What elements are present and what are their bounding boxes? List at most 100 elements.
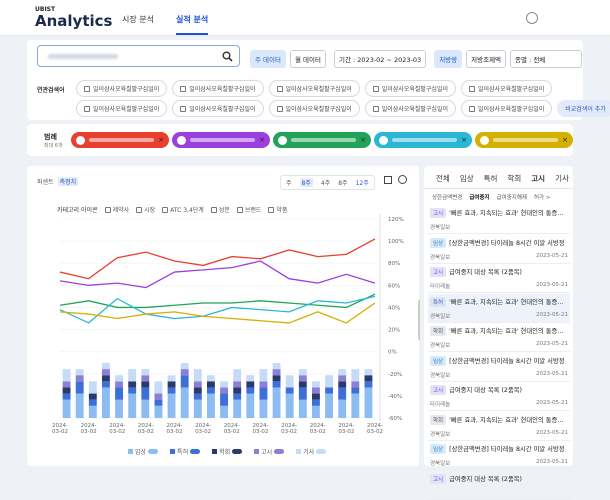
remove-icon[interactable]: × (562, 136, 568, 144)
chart: 120% 100% 80% 60% 40% 20% 0% -20% -40% -60% (59, 214, 420, 422)
news-tab[interactable]: 고시 (531, 174, 546, 183)
news-tab[interactable]: 임상 (459, 174, 474, 183)
volume-button[interactable]: 처방량 (434, 50, 463, 68)
amount-button[interactable]: 처방조제액 (466, 50, 507, 68)
category-item[interactable]: ATC 3,4단계 (162, 205, 204, 214)
type-select[interactable]: 종별 : 전체 (510, 50, 583, 68)
bar-segment (338, 387, 347, 400)
bar-segment (141, 375, 150, 382)
bar-segment (312, 381, 320, 388)
period-option[interactable]: 12주 (355, 180, 369, 187)
period-option[interactable]: 8주 (338, 180, 348, 187)
chip-icon (480, 135, 489, 145)
news-item[interactable]: 학회'빠른 효과, 지속되는 효과' 현대인의 통증과 싸우는경북일보 2023-… (428, 412, 570, 441)
keyword-chip[interactable]: 일이삼사오육칠팔구십일이 (172, 100, 264, 117)
mode-measure[interactable]: 측정치 (57, 177, 79, 186)
toggle[interactable] (274, 449, 285, 454)
news-item[interactable]: 고시 급여중지 대상 목록 (2품목) (428, 471, 570, 500)
keyword-chip[interactable]: 일이삼사오육칠팔구십일이 (364, 80, 456, 97)
keyword-chip[interactable]: 일이삼사오육칠팔구십일이 (268, 100, 360, 117)
keyword-chip[interactable]: 일이삼사오육칠팔구십일이 (76, 80, 168, 97)
nav-tab-active[interactable]: 실적 분석 (176, 14, 209, 35)
add-compare-button[interactable]: 비교검색어 추가 (557, 100, 610, 117)
legend-chip[interactable]: × (172, 132, 270, 148)
legend-chip[interactable]: × (374, 132, 472, 148)
news-item[interactable]: 고시 급여중지 대상 목록 (2품목) 타이레놀 2023-05-21 (428, 382, 570, 411)
help-icon[interactable] (398, 175, 407, 184)
period-option[interactable]: 4주 (320, 180, 331, 187)
search-icon[interactable] (222, 51, 233, 62)
month-data-button[interactable]: 월 데이터 (290, 50, 326, 68)
user-icon[interactable] (526, 12, 538, 24)
toggle[interactable] (190, 449, 201, 454)
bar-segment (285, 387, 294, 394)
news-item[interactable]: 고시 급여중지 대상 목록 (2품목) 타이레놀 2023-05-21 (428, 264, 570, 293)
news-subtab[interactable]: 급여중지 (469, 195, 490, 201)
legend-chip[interactable]: × (475, 132, 573, 148)
bar-segment (351, 369, 360, 382)
news-item[interactable]: 임상 [상한금액변경] 타이레놀 8시간 이알 서방정 경북일보 2023-05-21 (428, 235, 570, 264)
news-item[interactable]: 학회'빠른 효과, 지속되는 효과' 현대인의 통증과 싸우는경북일보 2023-… (428, 323, 570, 352)
news-item[interactable]: 임상 [상한금액변경] 타이레놀 8시간 이알 서방정 경북일보 2023-05-21 (428, 441, 570, 470)
category-item[interactable]: 약품 (268, 205, 287, 214)
period-option[interactable]: 8주 (299, 178, 313, 187)
bar-segment (220, 381, 228, 388)
bar-legend-item[interactable]: 고시 (254, 447, 285, 456)
toggle[interactable] (148, 449, 159, 454)
bar-legend-item[interactable]: 특허 (170, 447, 201, 456)
category-item[interactable]: 시장 (136, 205, 155, 214)
news-tab[interactable]: 학회 (507, 174, 522, 183)
category-text: ATC 3,4단계 (170, 207, 204, 214)
legend-chip[interactable]: × (273, 132, 371, 148)
news-meta: 경북일보 2023-05-21 (430, 459, 568, 467)
remove-icon[interactable]: × (158, 136, 164, 144)
category-item[interactable]: 성분 (210, 205, 230, 214)
bar-legend-item[interactable]: 임상 (128, 447, 159, 456)
keyword-text: 일이삼사오육칠팔구십일이 (478, 106, 545, 113)
period-option[interactable]: 주 (286, 180, 292, 187)
news-tag: 고시 (430, 267, 447, 277)
news-title: '빠른 효과, 지속되는 효과' 현대인의 통증과 싸우는 (449, 416, 568, 424)
keyword-chip[interactable]: 일이삼사오육칠팔구십일이 (268, 80, 360, 97)
news-title: '빠른 효과, 지속되는 효과' 현대인의 통증과 싸우는 (449, 210, 568, 217)
bar-segment (193, 393, 202, 400)
news-tab[interactable]: 전체 (436, 174, 450, 183)
category-item[interactable]: 브랜드 (236, 205, 261, 214)
bar-segment (364, 369, 373, 376)
news-title: [상한금액변경] 타이레놀 8시간 이알 서방정 (449, 357, 565, 365)
news-item[interactable]: 고시'빠른 효과, 지속되는 효과' 현대인의 통증과 싸우는경북일보 (428, 205, 570, 234)
keyword-chip[interactable]: 일이삼사오육칠팔구십일이 (172, 80, 264, 97)
legend-chip[interactable]: × (71, 132, 169, 148)
toggle[interactable] (232, 449, 243, 454)
mode-percent[interactable]: 퍼센트 (37, 179, 54, 186)
keyword-chip[interactable]: 일이삼사오육칠팔구십일이 (461, 80, 553, 97)
bar-legend-item[interactable]: 학회 (212, 447, 243, 456)
category-item[interactable]: 제약사 (104, 205, 129, 214)
keyword-chip[interactable]: 일이삼사오육칠팔구십일이 (364, 100, 456, 117)
bar-segment (259, 369, 268, 382)
news-tab[interactable]: 특허 (483, 174, 498, 183)
news-subtab[interactable]: 상한금액변경 (432, 195, 463, 201)
news-item[interactable]: 특허'빠른 효과, 지속되는 효과' 현대인의 통증과 싸우는경북일보 2023-… (428, 293, 570, 323)
toggle[interactable] (316, 449, 327, 454)
remove-icon[interactable]: × (360, 136, 366, 144)
news-subtab[interactable]: 급여중지해제 (496, 195, 527, 201)
news-subtab[interactable]: 허가 > (534, 195, 551, 201)
remove-icon[interactable]: × (259, 136, 265, 144)
keyword-chip[interactable]: 일이삼사오육칠팔구십일이 (461, 100, 553, 117)
remove-icon[interactable]: × (461, 136, 467, 144)
news-tab[interactable]: 기사 (555, 174, 569, 183)
nav-tab[interactable]: 시장 분석 (122, 15, 154, 24)
news-item[interactable]: 임상 [상한금액변경] 타이레놀 8시간 이알 서방정 경북일보 2023-05-21 (428, 353, 570, 382)
keyword-chip[interactable]: 일이삼사오육칠팔구십일이 (76, 100, 168, 117)
search-box[interactable] (37, 45, 240, 67)
period-select[interactable]: 기간 : 2023-02 ~ 2023-03 (334, 50, 427, 68)
y-tick-label: 80% (388, 261, 400, 267)
save-icon[interactable] (384, 176, 392, 184)
bar-segment (128, 369, 137, 382)
news-title: 급여중지 대상 목록 (2품목) (449, 387, 522, 394)
bar-segment (62, 369, 71, 382)
week-data-button[interactable]: 주 데이터 (250, 50, 286, 68)
bar-legend-item[interactable]: 기사 (296, 447, 327, 456)
news-subtabs: 상한금액변경 급여중지 급여중지해제 허가 > (432, 193, 550, 201)
